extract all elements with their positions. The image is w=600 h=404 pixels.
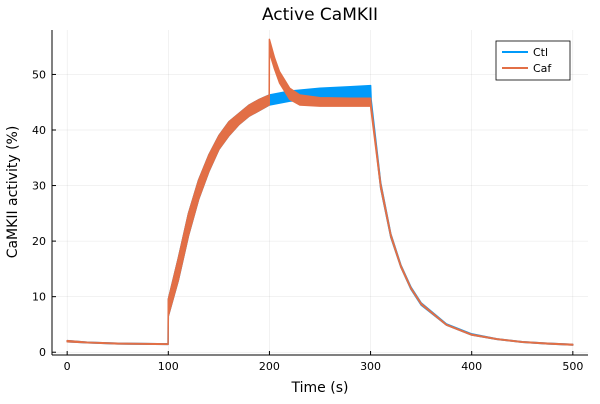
y-tick-label: 0 [39,346,46,359]
axes [51,30,588,356]
x-tick-label: 500 [562,360,583,373]
y-tick-label: 30 [32,180,46,193]
series-layer [66,38,574,346]
y-tick-label: 10 [32,291,46,304]
x-tick-label: 400 [461,360,482,373]
y-axis-label: CaMKII activity (%) [5,126,21,259]
x-tick-label: 300 [360,360,381,373]
x-tick-label: 100 [158,360,179,373]
x-axis-label: Time (s) [291,380,349,396]
series-band-ctl [66,84,574,346]
series-band-caf [66,38,574,346]
legend-label-caf: Caf [533,62,552,75]
legend: Ctl Caf [495,40,571,81]
chart-title: Active CaMKII [262,5,378,25]
legend-box [495,40,571,81]
x-tick-label: 200 [259,360,280,373]
x-tick-label: 0 [64,360,71,373]
y-tick-label: 40 [32,124,46,137]
legend-label-ctl: Ctl [533,46,548,59]
y-tick-label: 20 [32,235,46,248]
ticks: 0 100 200 300 400 500 0 10 20 30 40 50 [32,68,583,373]
y-tick-label: 50 [32,68,46,81]
